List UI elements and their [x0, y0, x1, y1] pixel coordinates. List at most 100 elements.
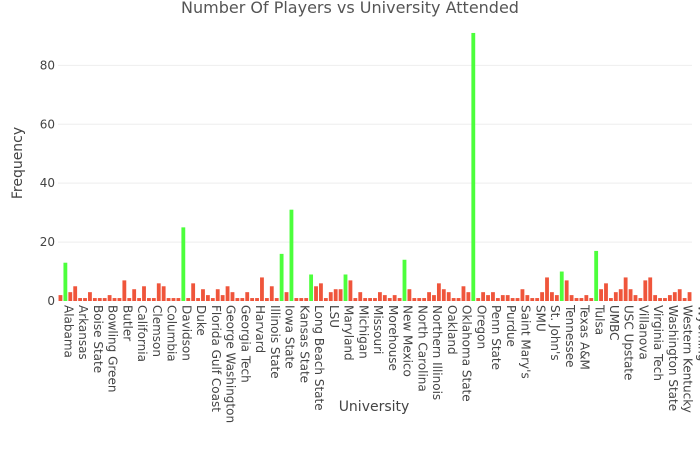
bar	[304, 298, 309, 301]
x-tick-label: Tennessee	[563, 304, 577, 368]
bar	[323, 298, 328, 301]
bars	[58, 32, 692, 301]
bar	[500, 295, 505, 301]
bar	[274, 298, 279, 301]
x-axis-ticks: Alabama Arkansas Boise State Bowling Green B…	[61, 304, 700, 423]
bar	[171, 298, 176, 301]
bar	[289, 209, 294, 301]
bar	[255, 298, 259, 301]
x-tick-label: Maryland	[342, 305, 356, 361]
bar	[559, 271, 564, 301]
bar	[107, 295, 112, 301]
bar	[196, 298, 200, 301]
bar	[402, 259, 407, 301]
bar	[545, 277, 549, 301]
bar	[102, 298, 107, 301]
bar	[127, 298, 132, 301]
bar	[191, 283, 196, 301]
x-tick-label: St. John's	[548, 305, 562, 361]
bar	[461, 286, 466, 301]
bar	[515, 298, 520, 301]
bar	[363, 298, 368, 301]
bar	[368, 298, 372, 301]
x-tick-label: Wyoming	[695, 305, 700, 361]
y-tick-label: 80	[40, 58, 55, 72]
bar	[407, 289, 412, 301]
bar	[392, 295, 397, 301]
x-tick-label: Butler	[120, 305, 134, 341]
x-tick-label: Morehouse	[386, 305, 400, 371]
y-axis-label: Frequency	[10, 127, 26, 199]
bar	[240, 298, 245, 301]
bar	[156, 283, 161, 301]
bar	[491, 292, 495, 301]
x-tick-label: Tulsa	[592, 304, 606, 335]
x-tick-label: Illinois State	[268, 305, 282, 379]
bar	[658, 298, 662, 301]
x-tick-label: Kansas State	[297, 305, 311, 383]
bar	[117, 298, 122, 301]
bar	[230, 292, 235, 301]
bar	[264, 298, 269, 301]
bar	[269, 286, 274, 301]
bar	[648, 277, 653, 301]
bar	[643, 280, 648, 301]
bar	[604, 283, 608, 301]
x-tick-label: Michigan	[356, 305, 370, 359]
bar	[132, 289, 137, 301]
bar	[682, 298, 687, 301]
y-tick-label: 40	[40, 176, 55, 190]
bar	[92, 298, 97, 301]
bar	[564, 280, 569, 301]
bar	[623, 277, 628, 301]
bar	[210, 298, 215, 301]
x-tick-label: Alabama	[61, 305, 75, 358]
bar	[520, 289, 525, 301]
bar	[495, 298, 500, 301]
bar	[333, 289, 338, 301]
bar	[83, 298, 87, 301]
bar	[599, 289, 603, 301]
bar	[319, 283, 323, 301]
bar	[446, 292, 451, 301]
x-tick-label: Washington State	[666, 305, 680, 411]
bar	[176, 298, 181, 301]
bar	[540, 292, 545, 301]
bar	[525, 295, 530, 301]
bar	[250, 298, 255, 301]
x-tick-label: Purdue	[504, 305, 518, 347]
bar	[397, 298, 402, 301]
bar	[382, 295, 387, 301]
bar	[78, 298, 83, 301]
bar	[436, 283, 441, 301]
bar	[314, 286, 318, 301]
bar	[535, 298, 540, 301]
bar	[471, 32, 476, 301]
x-axis-label: University	[339, 399, 410, 415]
bar	[687, 292, 692, 301]
x-tick-label: Oklahoma State	[460, 305, 474, 402]
bar	[284, 292, 289, 301]
bar	[594, 250, 599, 301]
x-tick-label: Texas A&M	[578, 304, 592, 370]
bar	[235, 298, 240, 301]
x-tick-label: SMU	[533, 305, 547, 332]
x-tick-label: Bowling Green	[106, 305, 120, 392]
x-tick-label: Villanova	[636, 305, 650, 360]
bar	[672, 292, 677, 301]
x-tick-label: Arkansas	[76, 305, 90, 360]
bar	[97, 298, 102, 301]
y-tick-label: 0	[47, 294, 55, 308]
bar	[638, 298, 643, 301]
bar	[608, 298, 613, 301]
bar	[476, 298, 481, 301]
bar	[569, 295, 574, 301]
bar	[201, 289, 205, 301]
y-tick-label: 20	[40, 235, 55, 249]
bar	[677, 289, 682, 301]
x-tick-label: Florida Gulf Coast	[209, 305, 223, 412]
bar	[328, 292, 333, 301]
bar	[663, 298, 667, 301]
bar	[481, 292, 486, 301]
bar	[299, 298, 304, 301]
